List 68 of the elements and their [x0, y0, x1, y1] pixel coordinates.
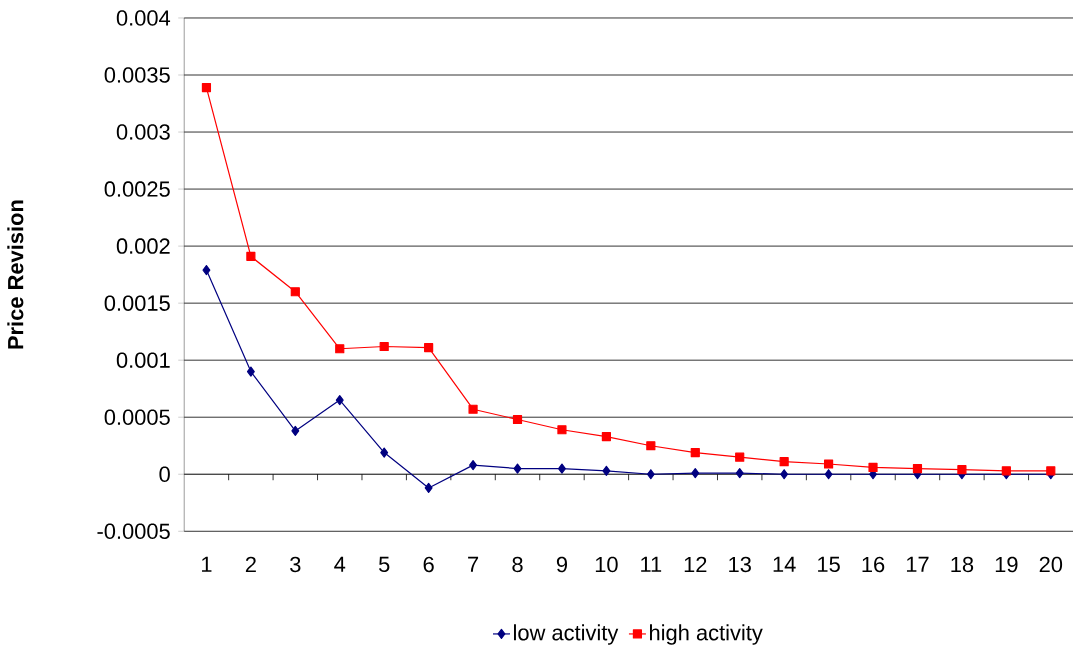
point	[468, 404, 478, 414]
point	[246, 251, 256, 261]
point	[868, 462, 878, 472]
point	[335, 394, 344, 406]
x-tick-label: 10	[595, 556, 618, 573]
point	[779, 457, 789, 467]
point	[557, 463, 566, 474]
point	[601, 431, 611, 442]
point	[780, 469, 789, 480]
y-tick-label: 0.0035	[104, 67, 170, 83]
point	[424, 342, 434, 353]
point	[469, 459, 478, 471]
x-tick-label: 14	[773, 556, 796, 572]
x-tick-label: 3	[290, 556, 301, 573]
y-tick-label: 0.0015	[104, 295, 170, 311]
x-tick-label: 8	[512, 556, 523, 573]
point	[646, 469, 655, 480]
point	[735, 467, 744, 479]
point	[602, 465, 611, 476]
point	[291, 425, 300, 436]
legend-label: high activity	[650, 624, 763, 645]
y-tick-label: 0.001	[116, 352, 170, 368]
point	[246, 366, 255, 377]
x-tick-label: 12	[684, 556, 707, 572]
point	[1001, 466, 1011, 476]
point	[646, 441, 656, 451]
point	[513, 463, 522, 474]
x-tick-label: 6	[423, 556, 434, 573]
x-tick-label: 16	[862, 556, 885, 573]
x-tick-label: 11	[641, 556, 662, 572]
point	[912, 463, 923, 474]
x-tick-label: 18	[951, 556, 974, 573]
y-tick-label: -0.0005	[97, 523, 170, 539]
x-tick-label: 4	[334, 556, 346, 572]
y-tick-label: 0.003	[116, 124, 170, 140]
x-tick-label: 15	[818, 556, 840, 572]
point	[735, 452, 745, 462]
point	[824, 469, 833, 480]
point	[1046, 466, 1056, 476]
point	[424, 482, 433, 493]
point	[824, 459, 834, 469]
y-tick-label: 0.002	[116, 238, 170, 254]
point	[335, 344, 345, 354]
point	[557, 425, 567, 435]
point	[691, 467, 700, 479]
y-axis-title: Price Revision	[7, 200, 24, 349]
point	[201, 82, 212, 93]
x-tick-label: 13	[729, 556, 751, 573]
y-tick-label: 0.0005	[104, 409, 170, 425]
y-tick-label: 0.004	[116, 10, 171, 26]
x-tick-label: 9	[556, 556, 568, 573]
y-tick-label: 0	[159, 466, 170, 482]
x-tick-label: 5	[378, 556, 390, 572]
point	[379, 341, 389, 352]
point	[202, 264, 211, 276]
x-tick-label: 20	[1039, 556, 1063, 573]
legend-label: low activity	[514, 624, 619, 645]
x-tick-label: 19	[995, 556, 1018, 573]
point	[380, 447, 389, 458]
x-tick-label: 17	[906, 556, 929, 572]
x-tick-label: 7	[468, 556, 479, 572]
point	[290, 287, 300, 297]
point	[512, 414, 523, 425]
y-tick-label: 0.0025	[104, 181, 170, 197]
point	[690, 447, 700, 458]
x-tick-label: 1	[202, 556, 212, 572]
x-tick-label: 2	[245, 556, 256, 572]
point	[957, 465, 967, 475]
